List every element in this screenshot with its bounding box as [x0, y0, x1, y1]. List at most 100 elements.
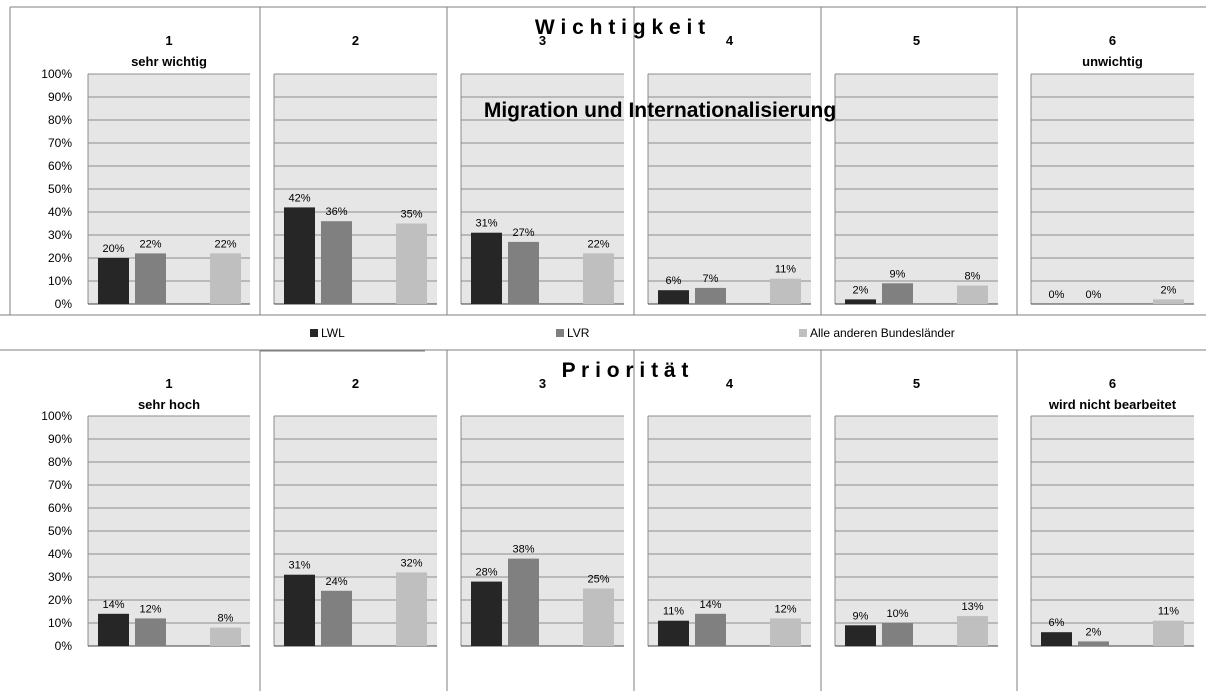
- bar: [98, 613, 129, 646]
- y-tick-label: 10%: [48, 274, 72, 288]
- bar: [98, 258, 129, 304]
- data-label: 20%: [102, 243, 124, 255]
- bar: [845, 299, 876, 304]
- y-tick-label: 50%: [48, 524, 72, 538]
- bar: [396, 223, 427, 304]
- bar: [658, 290, 689, 304]
- y-tick-label: 0%: [55, 639, 73, 653]
- data-label: 22%: [587, 238, 609, 250]
- data-label: 13%: [961, 601, 983, 613]
- data-label: 42%: [288, 192, 310, 204]
- data-label: 35%: [400, 209, 422, 221]
- bar: [770, 618, 801, 646]
- bar: [321, 221, 352, 304]
- chart-panel: 5 9% 10% 13%: [834, 376, 998, 647]
- y-tick-label: 20%: [48, 593, 72, 607]
- data-label: 22%: [139, 238, 161, 250]
- panel-number: 2: [352, 376, 359, 391]
- chart-panel: 1 sehr wichtig 20% 22% 22%: [87, 33, 250, 305]
- y-tick-label: 20%: [48, 251, 72, 265]
- chart-block: P r i o r i t ä t100%90%80%70%60%50%40%3…: [41, 359, 1194, 653]
- legend-swatch: [556, 329, 564, 337]
- panel-number: 6: [1109, 376, 1116, 391]
- chart-legend: LWL LVR Alle anderen Bundesländer: [310, 326, 955, 340]
- bar: [882, 283, 913, 304]
- bar: [957, 285, 988, 304]
- bar: [210, 627, 241, 646]
- y-tick-label: 40%: [48, 547, 72, 561]
- legend-item: Alle anderen Bundesländer: [799, 326, 955, 340]
- legend-label: LVR: [567, 326, 590, 340]
- chart-panel: 4 6% 7% 11%: [647, 33, 811, 305]
- y-tick-label: 60%: [48, 501, 72, 515]
- y-tick-label: 80%: [48, 455, 72, 469]
- data-label: 10%: [886, 608, 908, 620]
- y-tick-label: 30%: [48, 228, 72, 242]
- chart-panel: 2 42% 36% 35%: [273, 33, 437, 305]
- bar: [471, 232, 502, 304]
- bar: [770, 278, 801, 304]
- data-label: 14%: [699, 599, 721, 611]
- bar: [1041, 632, 1072, 646]
- bar: [284, 574, 315, 646]
- data-label: 14%: [102, 599, 124, 611]
- y-tick-label: 100%: [41, 409, 72, 423]
- y-tick-label: 70%: [48, 478, 72, 492]
- data-label: 36%: [325, 206, 347, 218]
- data-label: 9%: [853, 610, 869, 622]
- panel-number: 1: [165, 33, 172, 48]
- panel-number: 5: [913, 33, 920, 48]
- chart-panel: 2 31% 24% 32%: [273, 376, 437, 647]
- data-label: 8%: [218, 613, 234, 625]
- y-tick-label: 0%: [55, 297, 73, 311]
- y-tick-label: 70%: [48, 136, 72, 150]
- chart-panel: 4 11% 14% 12%: [647, 376, 811, 647]
- data-label: 22%: [214, 238, 236, 250]
- data-label: 25%: [587, 574, 609, 586]
- y-tick-label: 60%: [48, 159, 72, 173]
- y-tick-label: 10%: [48, 616, 72, 630]
- panel-number: 1: [165, 376, 172, 391]
- panel-number: 3: [539, 376, 546, 391]
- bar: [471, 581, 502, 646]
- bar: [845, 625, 876, 646]
- legend-item: LWL: [310, 326, 345, 340]
- panel-number: 4: [726, 376, 734, 391]
- data-label: 12%: [139, 603, 161, 615]
- legend-label: LWL: [321, 326, 345, 340]
- bar: [284, 207, 315, 304]
- panel-label: unwichtig: [1082, 54, 1143, 69]
- bar: [1078, 641, 1109, 646]
- bar: [583, 253, 614, 304]
- bar: [508, 558, 539, 646]
- panel-number: 2: [352, 33, 359, 48]
- bar: [210, 253, 241, 304]
- legend-label: Alle anderen Bundesländer: [810, 326, 955, 340]
- bar: [695, 287, 726, 304]
- data-label: 2%: [853, 284, 869, 296]
- bar: [396, 572, 427, 646]
- block-heading: P r i o r i t ä t: [562, 359, 689, 382]
- chart-panel: 6 wird nicht bearbeitet 6% 2% 11%: [1030, 376, 1194, 647]
- data-label: 12%: [774, 603, 796, 615]
- data-label: 27%: [512, 227, 534, 239]
- data-label: 9%: [890, 268, 906, 280]
- bar: [135, 253, 166, 304]
- data-label: 11%: [775, 264, 796, 276]
- bar: [508, 241, 539, 304]
- chart-blocks: W i c h t i g k e i t100%90%80%70%60%50%…: [41, 16, 1194, 653]
- bar: [321, 590, 352, 646]
- legend-item: LVR: [556, 326, 590, 340]
- panel-label: wird nicht bearbeitet: [1048, 397, 1177, 412]
- chart-title: Migration und Internationalisierung: [484, 99, 836, 122]
- chart-panel: 5 2% 9% 8%: [834, 33, 998, 305]
- y-tick-label: 80%: [48, 113, 72, 127]
- y-tick-label: 50%: [48, 182, 72, 196]
- data-label: 32%: [400, 557, 422, 569]
- data-label: 0%: [1086, 289, 1102, 301]
- panel-label: sehr hoch: [138, 397, 200, 412]
- panel-number: 5: [913, 376, 920, 391]
- data-label: 6%: [666, 275, 682, 287]
- data-label: 7%: [703, 273, 719, 285]
- data-label: 28%: [475, 567, 497, 579]
